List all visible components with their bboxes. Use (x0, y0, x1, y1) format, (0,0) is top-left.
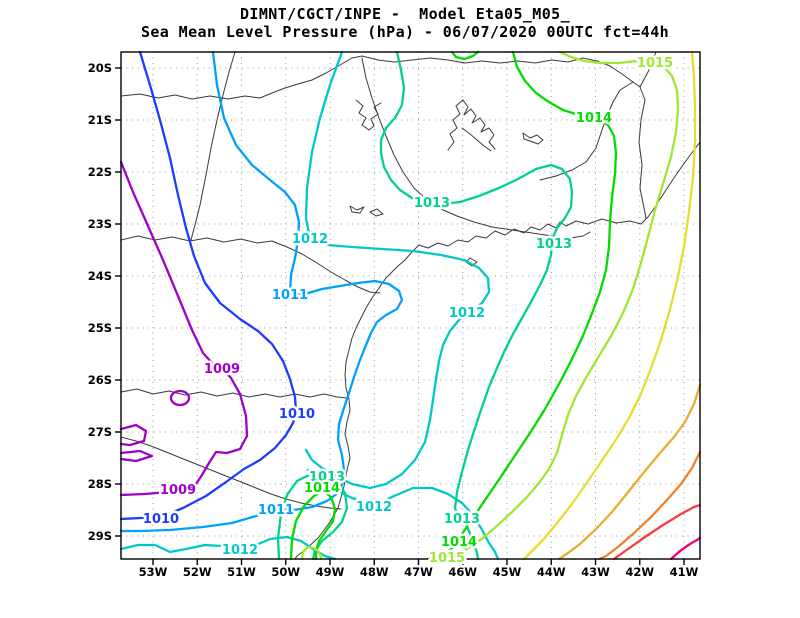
lon-tick-label: 52W (183, 565, 212, 579)
contour-label-1014: 1014 (441, 535, 477, 550)
contour-line-1017 (557, 383, 702, 561)
contour-label-1011: 1011 (258, 503, 294, 518)
lat-tick-label: 23S (88, 217, 112, 231)
state-border (120, 436, 342, 510)
contour-label-1014: 1014 (576, 111, 612, 126)
lon-tick-label: 53W (139, 565, 168, 579)
lon-tick-label: 44W (537, 565, 566, 579)
lake (369, 208, 384, 217)
contour-line-1015 (436, 50, 680, 561)
contour-line-1020 (669, 536, 702, 561)
contour-label-1013: 1013 (309, 470, 345, 485)
lat-tick-label: 22S (88, 165, 112, 179)
lon-tick-label: 50W (271, 565, 300, 579)
contour-line-1009 (119, 160, 249, 497)
contour-label-1009: 1009 (160, 483, 196, 498)
lat-tick-label: 20S (88, 61, 112, 75)
contour-line-1012 (304, 50, 491, 490)
contour-line-1009 (119, 449, 154, 463)
lon-tick-label: 49W (316, 565, 345, 579)
contour-line-1013 (379, 50, 574, 561)
lat-tick-label: 25S (88, 321, 112, 335)
state-border (361, 57, 591, 239)
map-frame (120, 51, 701, 560)
contour-label-1010: 1010 (279, 407, 315, 422)
lat-tick-label: 29S (88, 529, 112, 543)
plot-title: DIMNT/CGCT/INPE - Model Eta05_M05_ Sea M… (10, 5, 800, 41)
lon-tick-label: 48W (360, 565, 389, 579)
lon-tick-label: 41W (670, 565, 699, 579)
lake (522, 132, 544, 145)
lat-tick-label: 27S (88, 425, 112, 439)
contour-label-1012: 1012 (449, 306, 485, 321)
state-border (120, 55, 647, 219)
lat-tick-label: 26S (88, 373, 112, 387)
state-border (120, 235, 381, 294)
contour-label-1009: 1009 (204, 362, 240, 377)
contour-label-1012: 1012 (222, 543, 258, 558)
contour-label-1010: 1010 (143, 512, 179, 527)
lon-tick-label: 45W (493, 565, 522, 579)
lon-tick-label: 46W (448, 565, 477, 579)
lake (349, 205, 365, 214)
contour-line-1012 (306, 468, 500, 561)
contour-line-1015 (300, 545, 323, 561)
lon-tick-label: 42W (625, 565, 654, 579)
title-line-1: DIMNT/CGCT/INPE - Model Eta05_M05_ (239, 5, 571, 23)
state-border (639, 51, 657, 88)
contour-loop-1009 (169, 389, 191, 407)
lon-tick-label: 43W (581, 565, 610, 579)
lon-tick-label: 51W (227, 565, 256, 579)
contour-label-1015: 1015 (429, 551, 465, 566)
contour-label-1013: 1013 (536, 237, 572, 252)
title-line-2: Sea Mean Level Pressure (hPa) - 06/07/20… (140, 23, 670, 41)
lon-tick-label: 47W (404, 565, 433, 579)
contour-line-1014 (426, 50, 618, 561)
contour-line-1016 (522, 50, 697, 561)
contour-line-1009 (119, 423, 148, 447)
state-border (120, 388, 348, 399)
lat-tick-label: 21S (88, 113, 112, 127)
lat-tick-label: 28S (88, 477, 112, 491)
contour-label-1012: 1012 (356, 500, 392, 515)
contour-line-1019 (612, 503, 702, 561)
state-border (190, 51, 236, 241)
contour-label-1014: 1014 (304, 481, 340, 496)
contour-line-1018 (597, 450, 702, 561)
lake (461, 127, 492, 152)
contour-line-1014 (289, 489, 337, 561)
coastline (294, 141, 701, 560)
contour-line-1014 (450, 50, 480, 61)
contour-label-1012: 1012 (292, 232, 328, 247)
contour-label-1015: 1015 (637, 56, 673, 71)
lake (447, 99, 496, 151)
contour-label-1011: 1011 (272, 288, 308, 303)
contour-line-1010 (119, 50, 298, 521)
contour-label-1013: 1013 (414, 196, 450, 211)
contour-label-1013: 1013 (444, 512, 480, 527)
lat-tick-label: 24S (88, 269, 112, 283)
contour-line-1013 (276, 472, 349, 561)
lake (355, 99, 382, 131)
